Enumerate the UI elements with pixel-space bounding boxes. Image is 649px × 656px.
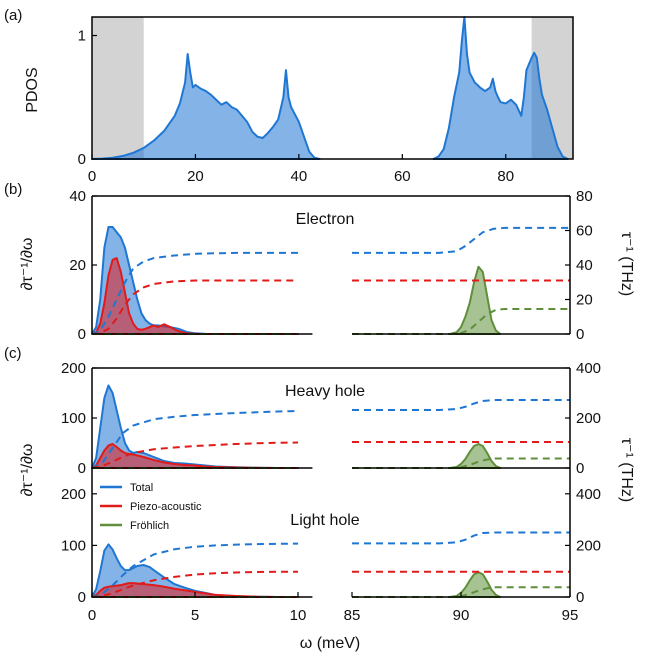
xtick-left-label-0: 0	[88, 607, 96, 624]
heavy-hole-area-fr-hlich-right	[449, 443, 502, 469]
panel-label-b: (b)	[4, 181, 22, 198]
pdos-xtick-label-1: 20	[187, 168, 204, 185]
light-hole-cumulative-piezo-acoustic-left	[91, 570, 298, 598]
pdos-xtick-label-0: 0	[88, 168, 96, 185]
electron-ytick-right-label-2: 40	[576, 257, 593, 274]
pdos-frame	[91, 16, 574, 160]
panel-label-a: (a)	[4, 7, 22, 24]
electron-ytick-left-label-0: 0	[78, 326, 86, 343]
heavy-hole-ytick-left-label-1: 100	[61, 410, 86, 427]
pdos-xtick-label-4: 80	[497, 168, 514, 185]
heavy-hole-cumulative-piezo-acoustic-left	[91, 441, 299, 469]
electron-ylabel-left: ∂τ⁻¹/∂ω	[19, 238, 36, 291]
xtick-left-label-2: 10	[290, 607, 307, 624]
electron-cumulative-total-left	[91, 251, 298, 335]
pdos-xtick-label-3: 60	[394, 168, 411, 185]
panel-label-c: (c)	[4, 345, 22, 362]
xtick-right-label-1: 90	[453, 607, 470, 624]
heavy-hole-ytick-left-label-2: 200	[61, 360, 86, 377]
heavy-hole-ytick-left-label-0: 0	[78, 460, 86, 477]
electron-annotation: Electron	[296, 211, 355, 228]
pdos-ytick-label-0: 0	[78, 151, 86, 168]
electron-ytick-left-label-2: 40	[69, 188, 86, 205]
legend-label-2: Fröhlich	[130, 520, 169, 532]
xtick-right-label-0: 85	[344, 607, 361, 624]
pdos-ylabel: PDOS	[24, 67, 41, 112]
heavy-hole-ytick-right-label-1: 200	[576, 410, 601, 427]
electron-ytick-right-label-1: 20	[576, 292, 593, 309]
light-hole-ytick-left-label-2: 200	[61, 486, 86, 503]
heavy-hole-cumulative-total-left	[91, 410, 299, 469]
legend-label-0: Total	[130, 482, 153, 494]
heavy-hole-annotation: Heavy hole	[285, 383, 365, 400]
plot-layer: 0 20 40 60 800102040020406080010020002004000…	[61, 16, 601, 624]
electron-cumulative-total-right	[352, 226, 570, 254]
pdos-shaded-region-0	[92, 17, 144, 159]
xtick-left-label-1: 5	[191, 607, 199, 624]
light-hole-cumulative-total-left	[91, 542, 299, 598]
light-hole-ytick-left-label-1: 100	[61, 537, 86, 554]
hole-ylabel-right: τ⁻¹ (THz)	[618, 438, 635, 503]
pdos-area-1	[432, 16, 569, 160]
electron-ylabel-right: τ⁻¹ (THz)	[618, 232, 635, 297]
light-hole-cumulative-total-right	[352, 531, 570, 545]
x-axis-label: ω (meV)	[300, 635, 361, 652]
electron-ytick-right-label-0: 0	[576, 326, 584, 343]
xtick-right-label-2: 95	[562, 607, 579, 624]
hole-ylabel-left: ∂τ⁻¹/∂ω	[19, 444, 36, 497]
electron-area-fr-hlich-right	[449, 265, 502, 335]
light-hole-ytick-right-label-2: 400	[576, 486, 601, 503]
legend-label-1: Piezo-acoustic	[130, 501, 202, 513]
heavy-hole-cumulative-total-right	[352, 399, 570, 411]
heavy-hole-ytick-right-label-2: 400	[576, 360, 601, 377]
pdos-area-0	[91, 53, 321, 160]
electron-ytick-right-label-4: 80	[576, 188, 593, 205]
light-hole-ytick-left-label-0: 0	[78, 589, 86, 606]
pdos-ytick-label-1: 1	[78, 28, 86, 45]
light-hole-annotation: Light hole	[290, 512, 359, 529]
heavy-hole-ytick-right-label-0: 0	[576, 460, 584, 477]
light-hole-area-fr-hlich-right	[449, 571, 502, 598]
pdos-xtick-label-2: 40	[291, 168, 308, 185]
electron-ytick-left-label-1: 20	[69, 257, 86, 274]
light-hole-ytick-right-label-0: 0	[576, 589, 584, 606]
light-hole-ytick-right-label-1: 200	[576, 537, 601, 554]
electron-ytick-right-label-3: 60	[576, 223, 593, 240]
